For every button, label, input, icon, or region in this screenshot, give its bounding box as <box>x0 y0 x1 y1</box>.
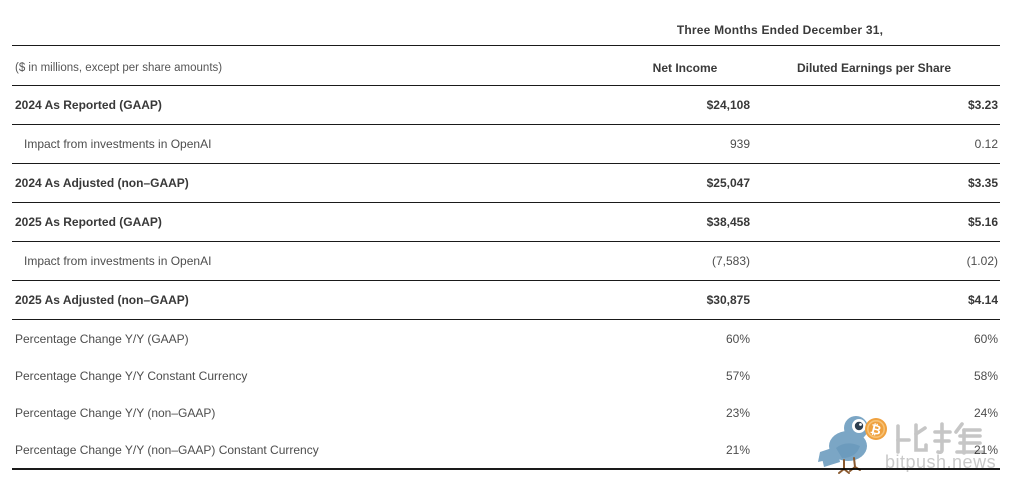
net-income-value: $25,047 <box>706 176 750 190</box>
row-label: Percentage Change Y/Y (GAAP) <box>15 331 189 346</box>
row-label: 2024 As Adjusted (non–GAAP) <box>15 176 189 190</box>
table-row: 2024 As Adjusted (non–GAAP) $25,047 $3.3… <box>12 164 1000 203</box>
net-income-value: 23% <box>725 405 750 420</box>
table-row: 2025 As Adjusted (non–GAAP) $30,875 $4.1… <box>12 281 1000 320</box>
row-label: 2025 As Adjusted (non–GAAP) <box>15 293 189 307</box>
table-row: Impact from investments in OpenAI (7,583… <box>12 242 1000 281</box>
row-label: 2025 As Reported (GAAP) <box>15 215 162 229</box>
eps-value: 24% <box>973 405 998 420</box>
row-label: Percentage Change Y/Y Constant Currency <box>15 368 248 383</box>
net-income-value: $30,875 <box>706 293 750 307</box>
eps-value: 21% <box>973 442 998 457</box>
table-row: Percentage Change Y/Y (non–GAAP) 23% 24% <box>12 394 1000 431</box>
row-label: Impact from investments in OpenAI <box>24 137 212 151</box>
net-income-value: (7,583) <box>711 254 750 268</box>
table-row: 2025 As Reported (GAAP) $38,458 $5.16 <box>12 203 1000 242</box>
eps-value: 60% <box>973 331 998 346</box>
period-header-band: Three Months Ended December 31, <box>12 0 1000 46</box>
period-title: Three Months Ended December 31, <box>676 23 884 37</box>
row-label: 2024 As Reported (GAAP) <box>15 98 162 112</box>
table-body: 2024 As Reported (GAAP) $24,108 $3.23 Im… <box>12 86 1000 468</box>
financial-results-table: Three Months Ended December 31, ($ in mi… <box>12 0 1000 470</box>
net-income-value: $38,458 <box>706 215 750 229</box>
eps-value: $5.16 <box>967 215 998 229</box>
eps-value: $3.35 <box>967 176 998 190</box>
net-income-value: 57% <box>725 368 750 383</box>
table-row: Percentage Change Y/Y (non–GAAP) Constan… <box>12 431 1000 468</box>
net-income-value: $24,108 <box>706 98 750 112</box>
column-header-net-income: Net Income <box>652 61 718 75</box>
column-header-diluted-eps: Diluted Earnings per Share <box>796 61 952 75</box>
row-label: Percentage Change Y/Y (non–GAAP) Constan… <box>15 442 319 457</box>
column-header-row: ($ in millions, except per share amounts… <box>12 46 1000 86</box>
table-row: Percentage Change Y/Y (GAAP) 60% 60% <box>12 320 1000 357</box>
net-income-value: 60% <box>725 331 750 346</box>
net-income-value: 21% <box>725 442 750 457</box>
table-row: 2024 As Reported (GAAP) $24,108 $3.23 <box>12 86 1000 125</box>
table-row: Impact from investments in OpenAI 939 0.… <box>12 125 1000 164</box>
row-label: Percentage Change Y/Y (non–GAAP) <box>15 405 216 420</box>
unit-note: ($ in millions, except per share amounts… <box>15 62 223 74</box>
table-row: Percentage Change Y/Y Constant Currency … <box>12 357 1000 394</box>
eps-value: 0.12 <box>974 137 998 151</box>
net-income-value: 939 <box>729 137 750 151</box>
eps-value: $4.14 <box>967 293 998 307</box>
row-label: Impact from investments in OpenAI <box>24 254 212 268</box>
eps-value: 58% <box>973 368 998 383</box>
eps-value: (1.02) <box>966 254 998 268</box>
eps-value: $3.23 <box>967 98 998 112</box>
